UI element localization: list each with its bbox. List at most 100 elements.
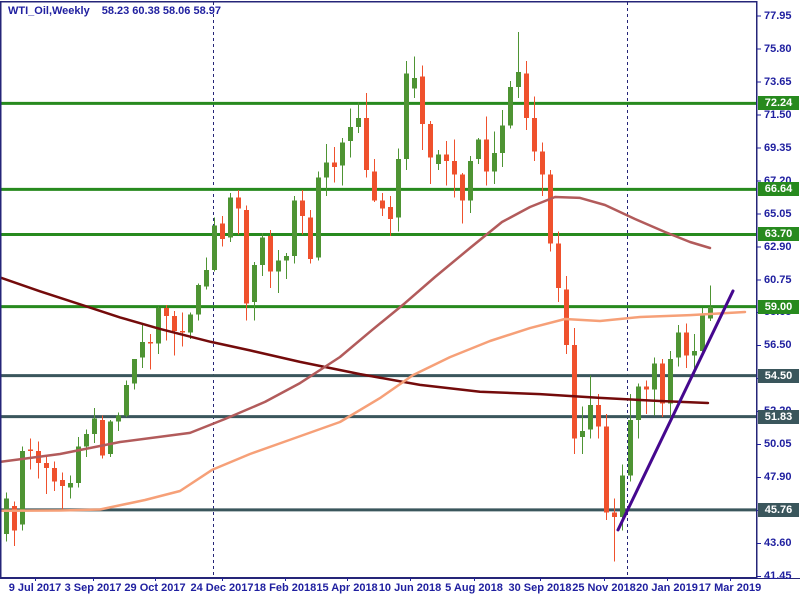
candle-bear: [60, 480, 65, 487]
candle-bull: [140, 341, 145, 358]
price-level-badge: 66.64: [758, 182, 799, 197]
candle-bear: [596, 404, 601, 427]
x-axis-label: 30 Sep 2018: [508, 582, 572, 594]
candle-bull: [348, 127, 353, 141]
price-level-badge: 72.24: [758, 96, 799, 111]
candle-bear: [332, 162, 337, 167]
y-axis-label: 60.75: [764, 273, 792, 286]
candle-bull: [292, 200, 297, 256]
candle-bear: [564, 289, 569, 345]
y-axis-label: 73.65: [764, 75, 792, 88]
candle-bull: [252, 265, 257, 303]
candle-bull: [204, 269, 209, 287]
candle-bull: [132, 358, 137, 384]
candle-bear: [604, 426, 609, 513]
candle-bull: [76, 446, 81, 484]
price-level-badge: 45.76: [758, 502, 799, 517]
x-axis-label: 5 Aug 2018: [445, 582, 503, 594]
price-level-badge: 63.70: [758, 227, 799, 242]
candle-bear: [148, 341, 153, 344]
candle-bull: [340, 142, 345, 166]
candle-bear: [524, 73, 529, 118]
candle-bear: [428, 123, 433, 158]
candle-bull: [68, 483, 73, 488]
y-axis-label: 62.90: [764, 240, 792, 253]
candle-bear: [684, 332, 689, 356]
y-axis-label: 47.90: [764, 470, 792, 483]
candle-bull: [516, 71, 521, 88]
candle-bear: [52, 467, 57, 482]
candle-bear: [452, 160, 457, 175]
time-axis[interactable]: 9 Jul 2017 3 Sep 2017 29 Oct 2017 24 Dec 20…: [0, 582, 800, 598]
x-axis-label: 18 Feb 2018: [253, 582, 317, 594]
y-axis-label: 50.05: [764, 437, 792, 450]
y-axis-label: 41.45: [764, 570, 792, 582]
candle-bull: [500, 125, 505, 154]
candle-bull: [396, 159, 401, 218]
candle-bear: [364, 117, 369, 170]
candle-bull: [228, 197, 233, 238]
candle-bull: [636, 386, 641, 421]
candle-bear: [308, 217, 313, 260]
candle-bear: [236, 197, 241, 209]
candle-bull: [676, 332, 681, 358]
candle-bull: [468, 160, 473, 201]
candle-bear: [660, 363, 665, 404]
y-axis-label: 71.50: [764, 108, 792, 121]
candle-bull: [404, 73, 409, 160]
candle-bear: [44, 463, 49, 468]
candle-bear: [644, 386, 649, 390]
candle-bull: [188, 314, 193, 333]
y-axis-label: 56.50: [764, 338, 792, 351]
candle-bull: [692, 351, 697, 356]
candle-bull: [20, 450, 25, 525]
candle-bull: [668, 358, 673, 404]
y-axis-label: 77.95: [764, 9, 792, 22]
candle-bull: [260, 237, 265, 266]
ma-slow-dark-red: [0, 276, 710, 405]
plot-frame: [0, 0, 758, 579]
candle-bull: [316, 177, 321, 258]
candle-bull: [588, 404, 593, 430]
price-level-badge: 59.00: [758, 299, 799, 314]
candle-bear: [380, 200, 385, 209]
candle-bear: [164, 308, 169, 316]
candle-bull: [196, 285, 201, 315]
candle-bear: [460, 174, 465, 201]
candle-bull: [276, 260, 281, 272]
x-axis-label: 15 Apr 2018: [316, 582, 378, 594]
candle-bear: [484, 139, 489, 172]
candle-bull: [652, 363, 657, 390]
candle-bull: [620, 475, 625, 517]
candle-bull: [412, 77, 417, 89]
candle-bear: [172, 315, 177, 332]
candle-bull: [476, 139, 481, 160]
candle-bull: [156, 308, 161, 344]
candle-bull: [284, 255, 289, 261]
x-axis-label: 24 Dec 2017: [190, 582, 254, 594]
candle-bull: [4, 498, 9, 534]
y-axis-label: 43.60: [764, 536, 792, 549]
y-axis-label: 65.05: [764, 207, 792, 220]
candle-bear: [388, 206, 393, 220]
candle-bull: [700, 314, 705, 352]
candle-bull: [124, 384, 129, 416]
x-axis-label: 9 Jul 2017: [8, 582, 62, 594]
candle-bear: [444, 154, 449, 161]
candle-bear: [220, 223, 225, 240]
y-axis-label: 69.35: [764, 141, 792, 154]
candle-bull: [436, 154, 441, 164]
candle-bear: [372, 171, 377, 201]
candle-bull: [324, 162, 329, 178]
candle-bull: [356, 117, 361, 128]
candle-bull: [580, 430, 585, 438]
ma-fast-salmon: [0, 310, 747, 513]
chart-title: WTI_Oil,Weekly 58.23 60.38 58.06 58.97: [8, 5, 221, 17]
candle-bear: [532, 117, 537, 152]
trend-line: [616, 289, 735, 532]
x-axis-label: 20 Jan 2019: [636, 582, 698, 594]
x-axis-label: 25 Nov 2018: [572, 582, 636, 594]
candle-bear: [540, 151, 545, 175]
